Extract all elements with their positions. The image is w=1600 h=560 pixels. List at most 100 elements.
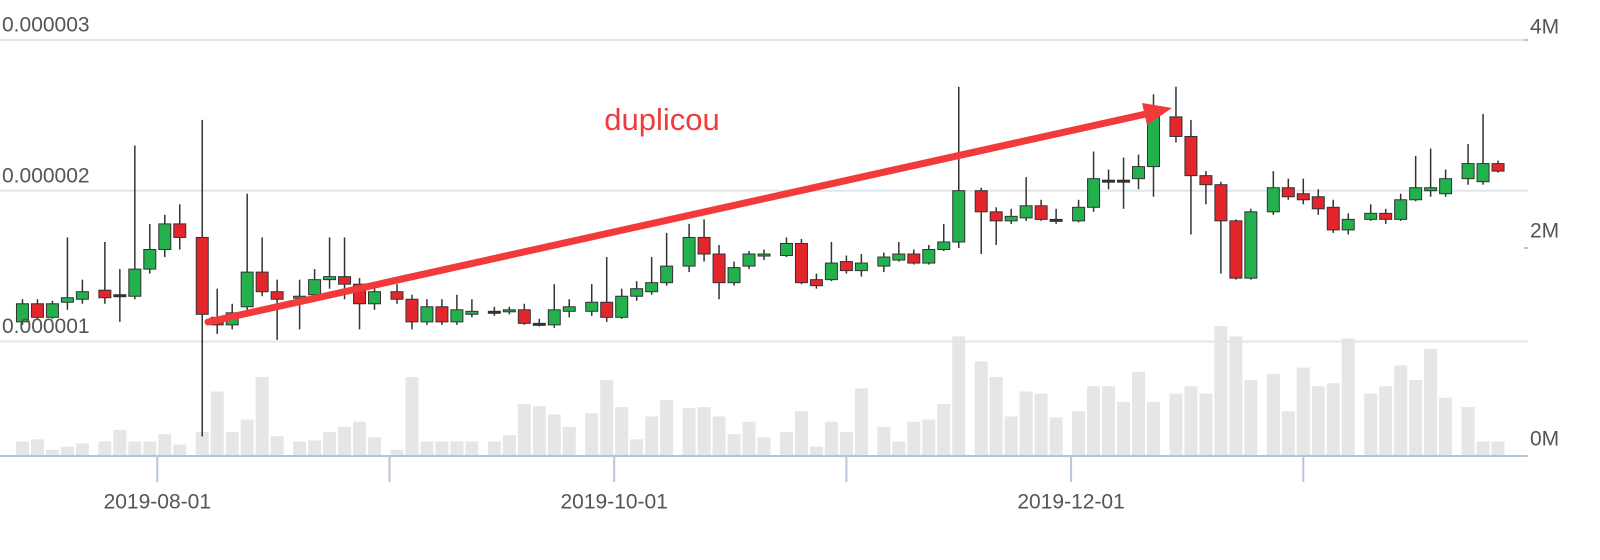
candle-body bbox=[143, 249, 157, 270]
candle-body bbox=[532, 322, 546, 326]
volume-bar bbox=[1019, 391, 1033, 456]
candle-body bbox=[630, 288, 644, 297]
volume-bar bbox=[779, 432, 793, 456]
volume-bar bbox=[1072, 411, 1086, 456]
candle-body bbox=[517, 309, 531, 324]
volume-bar bbox=[1214, 326, 1228, 456]
candle-body bbox=[30, 303, 44, 318]
volume-bar bbox=[645, 416, 659, 456]
candle-body bbox=[697, 236, 711, 255]
candle-body bbox=[502, 309, 516, 313]
volume-bar bbox=[1394, 365, 1408, 456]
candle-body bbox=[1379, 212, 1393, 220]
volume-bar bbox=[1244, 380, 1258, 456]
candle-body bbox=[487, 310, 501, 314]
volume-bar bbox=[143, 441, 157, 456]
annotation: duplicou bbox=[604, 102, 719, 137]
volume-bar bbox=[922, 419, 936, 456]
candle-body bbox=[1326, 206, 1340, 231]
candle-body bbox=[98, 289, 112, 299]
volume-bar bbox=[989, 376, 1003, 456]
volume-bar bbox=[75, 443, 89, 456]
volume-bar bbox=[1341, 338, 1355, 456]
volume-bar bbox=[1102, 386, 1116, 456]
volume-bar bbox=[435, 441, 449, 456]
volume-bar bbox=[1491, 441, 1505, 456]
volume-bar bbox=[854, 388, 868, 456]
candle-body bbox=[615, 295, 629, 318]
candle-body bbox=[158, 223, 172, 251]
y-tick-label: 0.000002 bbox=[2, 164, 90, 187]
candle-body bbox=[585, 301, 599, 312]
volume-bar bbox=[615, 407, 629, 456]
volume-bar bbox=[353, 421, 367, 456]
candle-body bbox=[1476, 163, 1490, 183]
volume-bar bbox=[660, 399, 674, 456]
candle-body bbox=[1087, 178, 1101, 208]
candle-body bbox=[270, 291, 284, 300]
candle-body bbox=[465, 310, 479, 315]
x-tick-label: 2019-10-01 bbox=[560, 491, 667, 514]
volume-bar bbox=[1087, 386, 1101, 456]
volume-bar bbox=[1379, 386, 1393, 456]
volume-bar bbox=[1476, 441, 1490, 456]
candle-body bbox=[1341, 218, 1355, 231]
volume-bar bbox=[1004, 416, 1018, 456]
candle-body bbox=[435, 306, 449, 323]
volume-bar bbox=[98, 441, 112, 456]
volume-bar bbox=[757, 437, 771, 456]
volume-bar bbox=[952, 336, 966, 456]
candle-body bbox=[600, 301, 614, 318]
volume-bar bbox=[877, 426, 891, 456]
volume-bar bbox=[1229, 336, 1243, 456]
volume-layer bbox=[15, 326, 1505, 456]
candle-body bbox=[547, 309, 561, 326]
candle-body bbox=[128, 268, 142, 297]
volume-bar bbox=[128, 441, 142, 456]
candle-body bbox=[1132, 166, 1146, 180]
candle-body bbox=[1214, 184, 1228, 222]
volume-bar bbox=[338, 426, 352, 456]
candle-body bbox=[1424, 187, 1438, 192]
volume-bar bbox=[1199, 393, 1213, 456]
candle-body bbox=[1364, 212, 1378, 220]
arrow-line bbox=[204, 110, 1150, 326]
volume-bar bbox=[892, 441, 906, 456]
candle-body bbox=[240, 271, 254, 308]
volume-bar bbox=[937, 404, 951, 456]
volume-bar bbox=[225, 432, 239, 456]
candle-body bbox=[1491, 163, 1505, 172]
candle-body bbox=[308, 279, 322, 296]
candle-body bbox=[974, 190, 988, 213]
candle-body bbox=[1117, 179, 1131, 183]
candle-body bbox=[1072, 206, 1086, 222]
volume-bar bbox=[600, 380, 614, 456]
candle-body bbox=[1199, 175, 1213, 186]
candle-body bbox=[173, 223, 187, 238]
volume-bar bbox=[1364, 393, 1378, 456]
x-tick-label: 2019-12-01 bbox=[1017, 491, 1124, 514]
candle-body bbox=[1049, 218, 1063, 222]
candle-body bbox=[113, 294, 127, 298]
volume-bar bbox=[1169, 393, 1183, 456]
candle-body bbox=[854, 262, 868, 272]
volume-bar bbox=[368, 437, 382, 456]
candle-body bbox=[1019, 205, 1033, 219]
volume-bar bbox=[1311, 386, 1325, 456]
volume-bar bbox=[532, 406, 546, 456]
candle-body bbox=[809, 279, 823, 287]
candle-body bbox=[794, 242, 808, 284]
candle-body bbox=[75, 291, 89, 300]
candle-body bbox=[1244, 211, 1258, 279]
volume-bar bbox=[712, 416, 726, 456]
candle-body bbox=[645, 282, 659, 293]
volume-bar bbox=[270, 436, 284, 456]
arrow-head bbox=[1142, 103, 1172, 125]
volume-bar bbox=[323, 432, 337, 456]
volume-bar bbox=[1326, 383, 1340, 456]
candle-body bbox=[60, 297, 74, 303]
y-tick-label: 0.000003 bbox=[2, 14, 90, 37]
y2-tick-label: 4M bbox=[1530, 16, 1559, 39]
candle-body bbox=[1296, 193, 1310, 201]
